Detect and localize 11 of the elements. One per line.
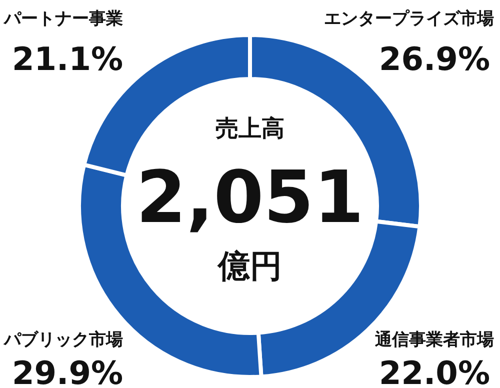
slice-label: エンタープライズ市場 bbox=[324, 9, 494, 29]
text: 売上高 bbox=[216, 115, 284, 142]
text: 億円 bbox=[217, 247, 282, 285]
slice-label: パブリック市場 bbox=[3, 330, 123, 350]
slice-label: 通信事業者市場 bbox=[374, 330, 494, 350]
data-label: 26.9% bbox=[378, 40, 490, 78]
slice-label: パートナー事業 bbox=[3, 9, 123, 29]
data-label: 29.9% bbox=[12, 354, 124, 388]
text: 2,051 bbox=[136, 155, 364, 239]
data-label: 22.0% bbox=[378, 354, 490, 388]
data-label: 21.1% bbox=[12, 40, 124, 78]
